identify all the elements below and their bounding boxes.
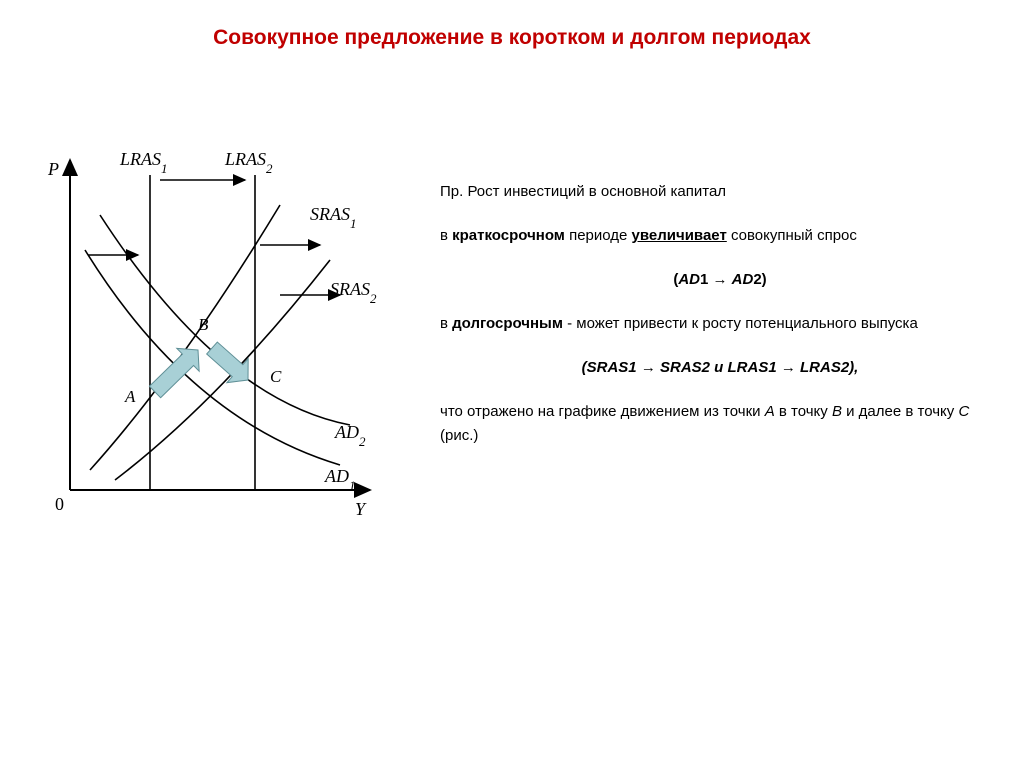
svg-text:SRAS1: SRAS1 (310, 204, 357, 231)
economics-diagram: P Y 0 LRAS1 LRAS2 SRAS1 SRAS2 AD1 AD2 A B C (20, 120, 400, 540)
svg-text:AD1: AD1 (324, 466, 356, 493)
svg-text:B: B (198, 315, 209, 334)
line-2: в краткосрочном периоде увеличивает сово… (440, 224, 1000, 248)
svg-text:LRAS1: LRAS1 (119, 149, 168, 176)
svg-text:LRAS2: LRAS2 (224, 149, 273, 176)
svg-text:Y: Y (355, 499, 367, 519)
line-1: Пр. Рост инвестиций в основной капитал (440, 180, 1000, 204)
formula-1: (AD1 → AD2) (440, 268, 1000, 292)
svg-text:P: P (47, 159, 59, 179)
svg-text:SRAS2: SRAS2 (330, 279, 377, 306)
formula-2: (SRAS1 → SRAS2 и LRAS1 → LRAS2), (440, 356, 1000, 380)
svg-text:0: 0 (55, 494, 64, 514)
explanation-text: Пр. Рост инвестиций в основной капитал в… (440, 180, 1000, 468)
line-4: что отражено на графике движением из точ… (440, 400, 1000, 448)
page-title: Совокупное предложение в коротком и долг… (0, 26, 1024, 50)
svg-text:C: C (270, 367, 282, 386)
svg-text:AD2: AD2 (334, 422, 366, 449)
line-3: в долгосрочным - может привести к росту … (440, 312, 1000, 336)
svg-text:A: A (124, 387, 136, 406)
